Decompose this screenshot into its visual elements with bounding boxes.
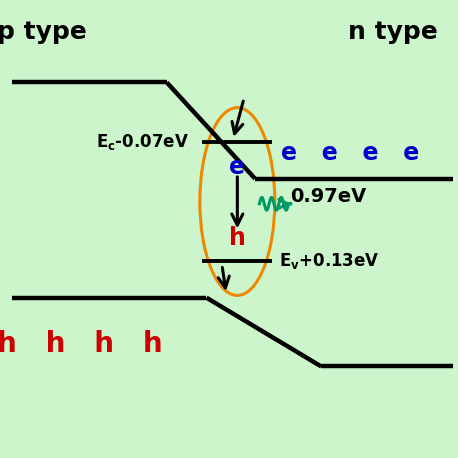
Text: $\mathbf{E_v}$+0.13eV: $\mathbf{E_v}$+0.13eV <box>279 251 380 271</box>
Text: h   h   h   h: h h h h <box>0 329 163 358</box>
Text: $\mathbf{E_c}$-0.07eV: $\mathbf{E_c}$-0.07eV <box>96 132 189 152</box>
Text: p type: p type <box>0 20 87 44</box>
Text: e   e   e   e: e e e e <box>282 142 420 165</box>
Text: n type: n type <box>348 20 437 44</box>
Text: h: h <box>229 226 246 250</box>
Text: 0.97eV: 0.97eV <box>290 187 366 207</box>
Text: e: e <box>229 155 245 179</box>
